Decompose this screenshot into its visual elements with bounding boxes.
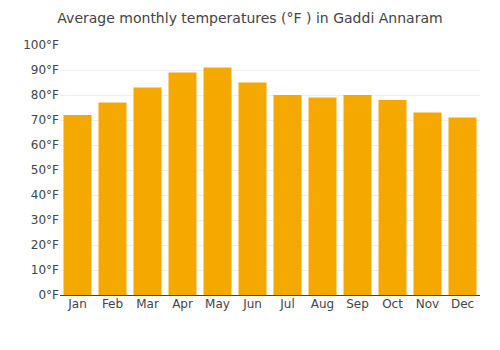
svg-text:Feb: Feb (102, 297, 123, 311)
svg-text:100°F: 100°F (23, 38, 59, 52)
svg-text:Sep: Sep (346, 297, 369, 311)
svg-text:70°F: 70°F (31, 113, 59, 127)
svg-text:Jan: Jan (67, 297, 87, 311)
svg-text:May: May (205, 297, 230, 311)
svg-text:80°F: 80°F (31, 88, 59, 102)
svg-text:30°F: 30°F (31, 213, 59, 227)
svg-text:Aug: Aug (311, 297, 334, 311)
svg-text:90°F: 90°F (31, 63, 59, 77)
svg-text:Mar: Mar (136, 297, 159, 311)
svg-text:Average monthly temperatures (: Average monthly temperatures (°F ) in Ga… (57, 10, 442, 26)
svg-text:60°F: 60°F (31, 138, 59, 152)
svg-text:50°F: 50°F (31, 163, 59, 177)
svg-text:20°F: 20°F (31, 238, 59, 252)
svg-text:Jun: Jun (242, 297, 262, 311)
svg-text:Dec: Dec (451, 297, 474, 311)
svg-text:Apr: Apr (172, 297, 193, 311)
svg-text:Nov: Nov (416, 297, 439, 311)
svg-text:10°F: 10°F (31, 263, 59, 277)
svg-text:Jul: Jul (279, 297, 294, 311)
svg-text:Oct: Oct (382, 297, 403, 311)
svg-text:40°F: 40°F (31, 188, 59, 202)
svg-text:0°F: 0°F (38, 288, 59, 302)
